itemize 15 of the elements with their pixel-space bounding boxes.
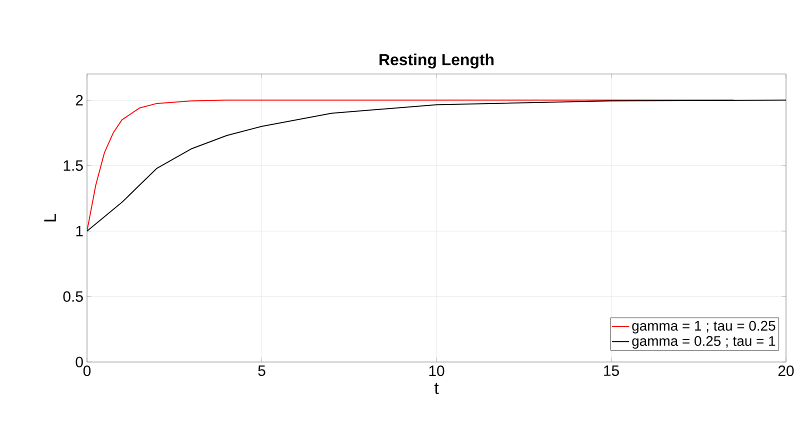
x-tick-label: 20 <box>778 366 794 376</box>
y-tick-label: 2 <box>76 94 83 106</box>
y-tick-label: 1 <box>76 226 83 236</box>
legend-label: gamma = 1 ; tau = 0.25 <box>632 320 776 334</box>
x-axis-title: t <box>434 382 439 394</box>
y-tick-label: 0.5 <box>63 291 83 302</box>
x-tick-label: 0 <box>83 366 91 376</box>
x-tick-label: 15 <box>604 366 619 376</box>
x-tick-label: 10 <box>429 366 444 376</box>
y-tick-label: 0 <box>76 356 83 368</box>
legend-label: gamma = 0.25 ; tau = 1 <box>632 336 776 349</box>
x-tick-label: 5 <box>258 366 266 376</box>
chart-title: Resting Length <box>380 54 494 68</box>
y-axis-title: L <box>44 214 56 222</box>
y-tick-label: 1.5 <box>64 160 83 171</box>
